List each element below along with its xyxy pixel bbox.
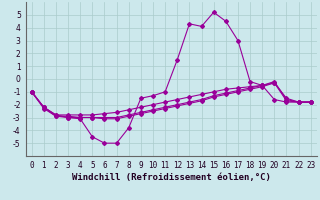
X-axis label: Windchill (Refroidissement éolien,°C): Windchill (Refroidissement éolien,°C): [72, 173, 271, 182]
